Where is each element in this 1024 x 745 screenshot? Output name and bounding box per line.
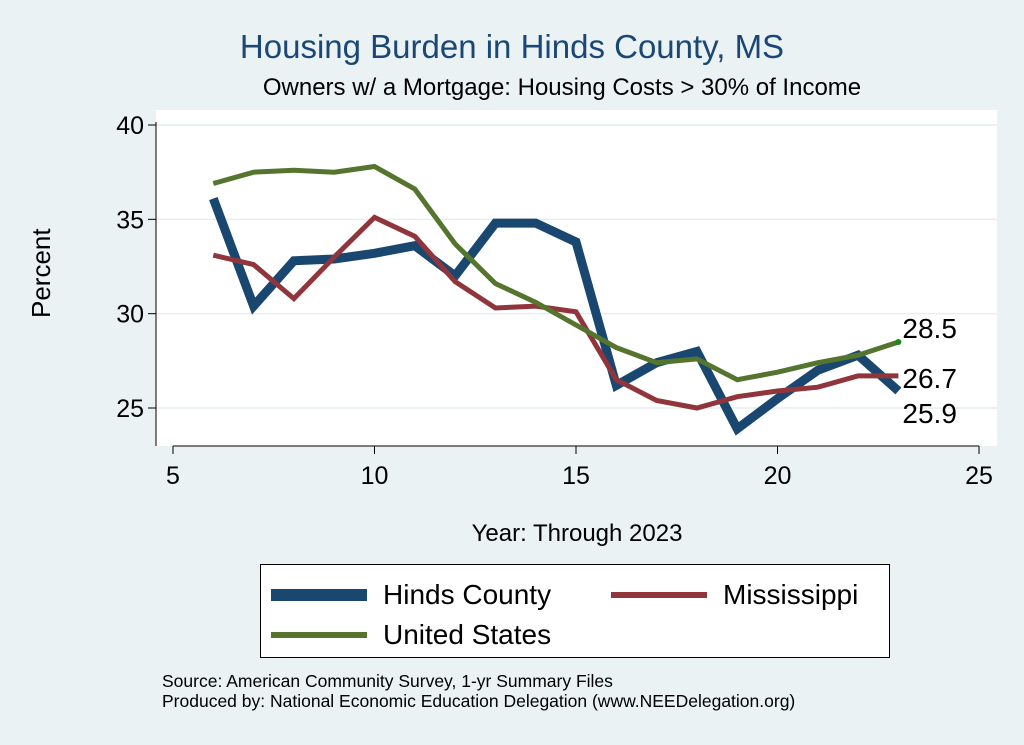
x-tick-label: 5 xyxy=(166,462,180,490)
endpoint-marker-united-states xyxy=(895,338,902,345)
legend-item-united-states: United States xyxy=(271,619,551,651)
legend-label-hinds-county: Hinds County xyxy=(383,579,552,610)
end-label-mississippi: 26.7 xyxy=(902,363,957,394)
x-tick-label: 10 xyxy=(361,462,389,490)
x-tick-label: 25 xyxy=(965,462,993,490)
x-tick-label: 20 xyxy=(764,462,792,490)
source-note: Source: American Community Survey, 1-yr … xyxy=(162,671,795,711)
legend-label-mississippi: Mississippi xyxy=(723,579,859,610)
plot-area xyxy=(156,110,997,446)
y-tick-label: 25 xyxy=(116,395,144,423)
legend-swatch-united-states xyxy=(271,632,367,638)
legend-swatch-mississippi xyxy=(611,592,707,598)
y-tick-label: 30 xyxy=(116,301,144,329)
series-line-united-states xyxy=(212,163,900,383)
chart-subtitle: Owners w/ a Mortgage: Housing Costs > 30… xyxy=(262,74,862,101)
legend-item-mississippi: Mississippi xyxy=(611,579,858,611)
legend-item-hinds-county: Hinds County xyxy=(271,579,551,611)
end-label-united-states: 28.5 xyxy=(902,313,957,344)
y-tick-label: 40 xyxy=(116,112,144,140)
legend-swatch-hinds-county xyxy=(271,589,367,601)
producer-line: Produced by: National Economic Education… xyxy=(162,691,796,711)
source-line: Source: American Community Survey, 1-yr … xyxy=(162,671,613,691)
series-line-mississippi xyxy=(212,214,899,411)
end-label-hinds-county: 25.9 xyxy=(902,398,957,429)
y-axis-label: Percent xyxy=(26,228,56,318)
y-tick-label: 35 xyxy=(116,206,144,234)
chart-title: Housing Burden in Hinds County, MS xyxy=(239,28,785,65)
x-tick-label: 15 xyxy=(562,462,590,490)
legend-label-united-states: United States xyxy=(383,619,552,650)
x-axis-label: Year: Through 2023 xyxy=(471,520,683,547)
series-line-hinds-county xyxy=(209,197,902,436)
legend: Hinds County Mississippi United States xyxy=(260,564,890,658)
